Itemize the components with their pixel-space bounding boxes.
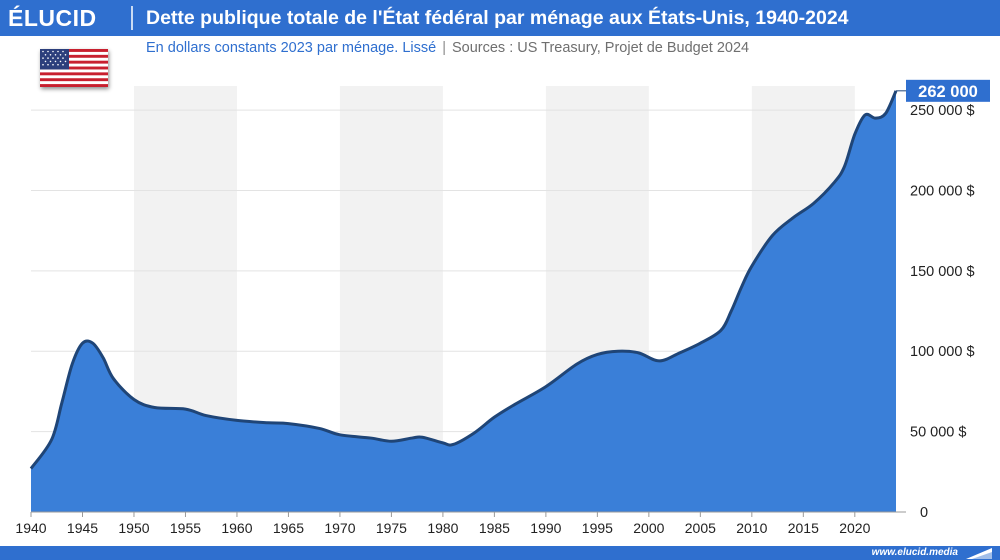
x-tick-label: 2020 [839,520,870,536]
y-tick-label: 0 [920,505,928,521]
debt-line [29,90,898,470]
y-tick-label: 250 000 $ [910,103,975,119]
x-tick-label: 1985 [479,520,510,536]
us-flag-icon [40,49,108,87]
chart-title: Dette publique totale de l'État fédéral … [146,7,849,29]
y-tick-label: 150 000 $ [910,264,975,280]
x-tick-label: 2000 [633,520,664,536]
header-divider [131,6,133,30]
elucid-logo[interactable]: ÉLUCID [8,5,97,31]
x-tick-label: 2015 [788,520,819,536]
y-tick-label: 100 000 $ [910,344,975,360]
x-tick-label: 1990 [530,520,561,536]
x-tick-label: 1970 [324,520,355,536]
debt-area [31,90,896,513]
chart-subtitle: En dollars constants 2023 par ménage. Li… [146,39,749,57]
x-tick-label: 1950 [118,520,149,536]
y-tick-label: 50 000 $ [910,425,966,441]
x-tick-label: 1945 [67,520,98,536]
subtitle-units: En dollars constants 2023 par ménage. Li… [146,40,437,56]
y-tick-label: 200 000 $ [910,183,975,199]
x-tick-label: 2005 [685,520,716,536]
x-tick-label: 1975 [376,520,407,536]
x-tick-label: 2010 [736,520,767,536]
x-tick-label: 1960 [221,520,252,536]
x-tick-label: 1965 [273,520,304,536]
x-tick-label: 1940 [15,520,46,536]
x-tick-label: 1980 [427,520,458,536]
elucid-mark-icon [966,548,992,559]
website-link[interactable]: www.elucid.media [871,547,958,558]
header-bar: ÉLUCID Dette publique totale de l'État f… [0,0,1000,36]
end-label-box [906,79,990,102]
footer-bar: www.elucid.media [0,546,1000,560]
subtitle-sources: Sources : US Treasury, Projet de Budget … [451,40,750,56]
x-tick-label: 1955 [170,520,201,536]
subtitle-separator: | [442,40,446,56]
end-value-label: 262 000 [918,83,978,101]
x-tick-label: 1995 [582,520,613,536]
